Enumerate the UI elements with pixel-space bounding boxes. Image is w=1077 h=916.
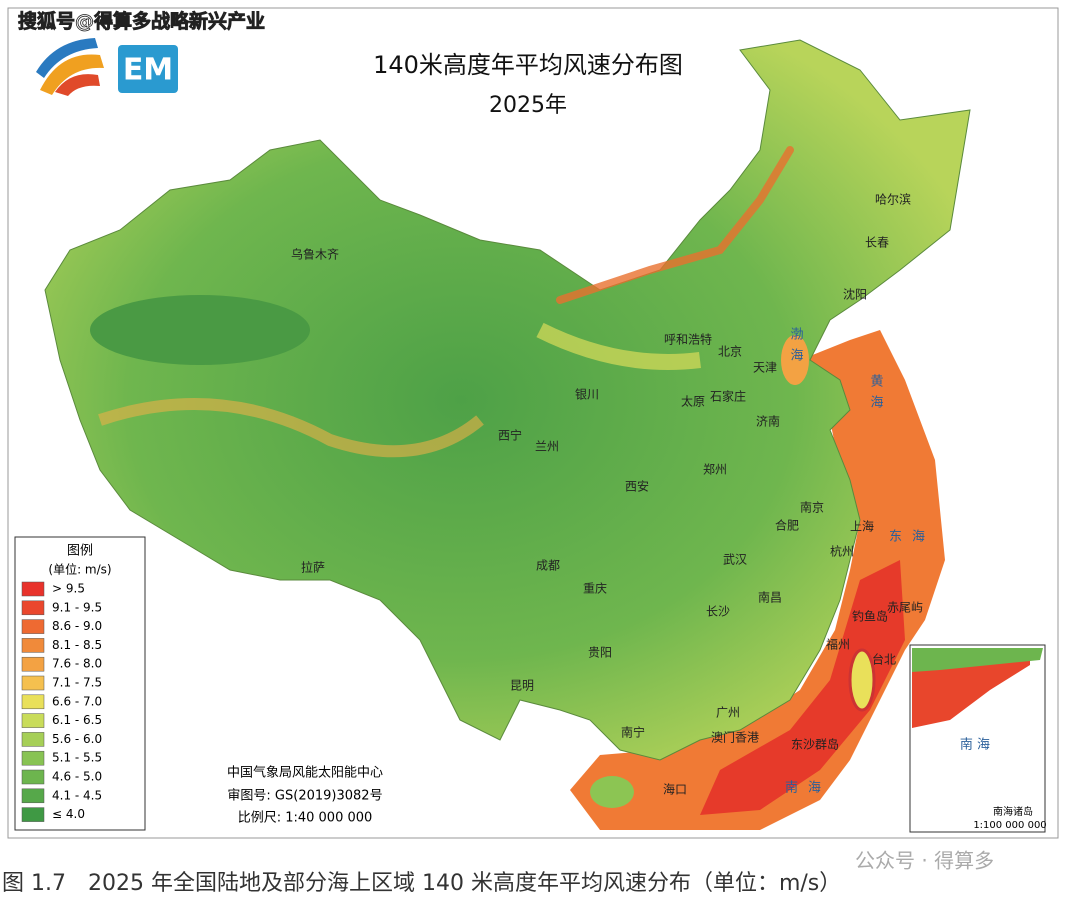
city-label: 石家庄 (710, 389, 746, 404)
legend-label: 4.6 - 5.0 (52, 770, 102, 784)
city-label: 赤尾屿 (887, 601, 923, 615)
loess-band (536, 322, 701, 370)
city-label: 郑州 (703, 462, 727, 477)
legend-swatch (21, 619, 45, 634)
legend-label: 6.1 - 6.5 (52, 713, 102, 727)
legend-swatch (21, 788, 45, 804)
city-label: 呼和浩特 (664, 332, 712, 347)
city-label: 昆明 (510, 679, 534, 693)
caption: 图 1.7 2025 年全国陆地及部分海上区域 140 米高度年平均风速分布（单… (2, 871, 841, 896)
inset: 南 海 南海诸岛 1:100 000 000 (909, 644, 1047, 833)
legend-label: 5.6 - 6.0 (52, 732, 102, 746)
legend-unit: (单位: m/s) (48, 562, 111, 577)
credit: 中国气象局风能太阳能中心 (227, 765, 383, 781)
northern-ridge (556, 146, 794, 304)
tarim-basin (90, 295, 310, 365)
sea-label: 南海 (785, 780, 831, 796)
legend-swatch (21, 638, 45, 653)
legend-label: 7.1 - 7.5 (52, 676, 102, 690)
watermark: 搜狐号@得算多战略新兴产业 (18, 10, 265, 33)
city-label: 西安 (625, 479, 649, 494)
inset-sea: 南 海 (960, 737, 990, 753)
city-label: 太原 (681, 394, 705, 409)
logo: EM (36, 38, 178, 96)
city-label: 沈阳 (843, 287, 867, 302)
legend-label: 7.6 - 8.0 (52, 657, 102, 671)
sea-label: 东海 (889, 530, 935, 545)
city-label: 长春 (865, 236, 889, 250)
legend-items: > 9.5 9.1 - 9.5 8.6 - 9.0 8.1 - 8.5 7.6 - 8.… (21, 581, 102, 822)
city-label: 长沙 (706, 605, 730, 619)
city-label: 北京 (718, 345, 742, 359)
footer-watermark: 公众号 · 得算多 (855, 849, 994, 873)
city-label: 兰州 (535, 440, 559, 454)
taiwan (848, 648, 876, 712)
city-label: 银川 (575, 388, 599, 402)
city-label: 成都 (536, 559, 560, 573)
inset-scale: 1:100 000 000 (973, 820, 1046, 831)
legend-swatch (21, 600, 45, 616)
city-label: 南昌 (758, 590, 782, 605)
legend-swatch (21, 807, 45, 822)
credit: 比例尺: 1:40 000 000 (238, 811, 373, 826)
city-label: 南宁 (621, 725, 645, 740)
city-label: 钓鱼岛 (852, 609, 888, 624)
city-label: 合肥 (775, 518, 799, 533)
legend-label: 8.1 - 8.5 (52, 638, 102, 652)
sea-label: 渤海 (788, 326, 804, 369)
legend-swatch (21, 732, 45, 747)
map-title: 140米高度年平均风速分布图 (373, 51, 683, 79)
legend-swatch (21, 750, 45, 766)
city-label: 重庆 (583, 582, 607, 596)
city-label: 东沙群岛 (791, 737, 839, 752)
bohai (781, 335, 809, 385)
map-subtitle: 2025年 (489, 93, 567, 118)
city-label: 广州 (716, 706, 740, 720)
city-label: 武汉 (723, 553, 747, 567)
city-label: 拉萨 (301, 560, 325, 575)
legend-swatch (21, 769, 45, 785)
legend-swatch (21, 581, 45, 597)
legend-label: > 9.5 (52, 582, 85, 596)
sea-label: 黄海 (868, 374, 884, 416)
credit: 审图号: GS(2019)3082号 (227, 789, 382, 804)
china-land (44, 39, 971, 761)
city-label: 海口 (663, 782, 687, 797)
inset-label: 南海诸岛 (993, 805, 1033, 818)
legend-swatch (21, 694, 45, 710)
legend-label: 4.1 - 4.5 (52, 788, 102, 802)
city-label: 台北 (872, 652, 896, 667)
offshore-high-band (700, 560, 905, 815)
hainan (590, 776, 634, 808)
city-label: 天津 (753, 361, 777, 375)
legend-swatch (21, 675, 45, 691)
city-label: 上海 (850, 519, 874, 534)
legend-label: ≤ 4.0 (52, 807, 85, 821)
city-label: 南京 (800, 500, 824, 515)
legend-label: 9.1 - 9.5 (52, 600, 102, 614)
city-label: 贵阳 (588, 646, 612, 660)
city-label: 济南 (756, 414, 780, 429)
legend-label: 5.1 - 5.5 (52, 751, 102, 765)
logo-text: EM (123, 53, 173, 88)
city-label: 澳门香港 (711, 730, 759, 745)
legend-swatch (21, 713, 45, 728)
city-label: 西宁 (498, 428, 522, 443)
city-label: 乌鲁木齐 (291, 247, 339, 262)
legend-title: 图例 (67, 544, 93, 559)
plateau-band (98, 398, 484, 458)
city-label: 福州 (826, 637, 850, 652)
city-label: 哈尔滨 (875, 192, 911, 207)
legend-swatch (21, 656, 45, 672)
city-label: 杭州 (830, 544, 854, 559)
legend-label: 8.6 - 9.0 (52, 619, 102, 633)
legend-label: 6.6 - 7.0 (52, 694, 102, 708)
